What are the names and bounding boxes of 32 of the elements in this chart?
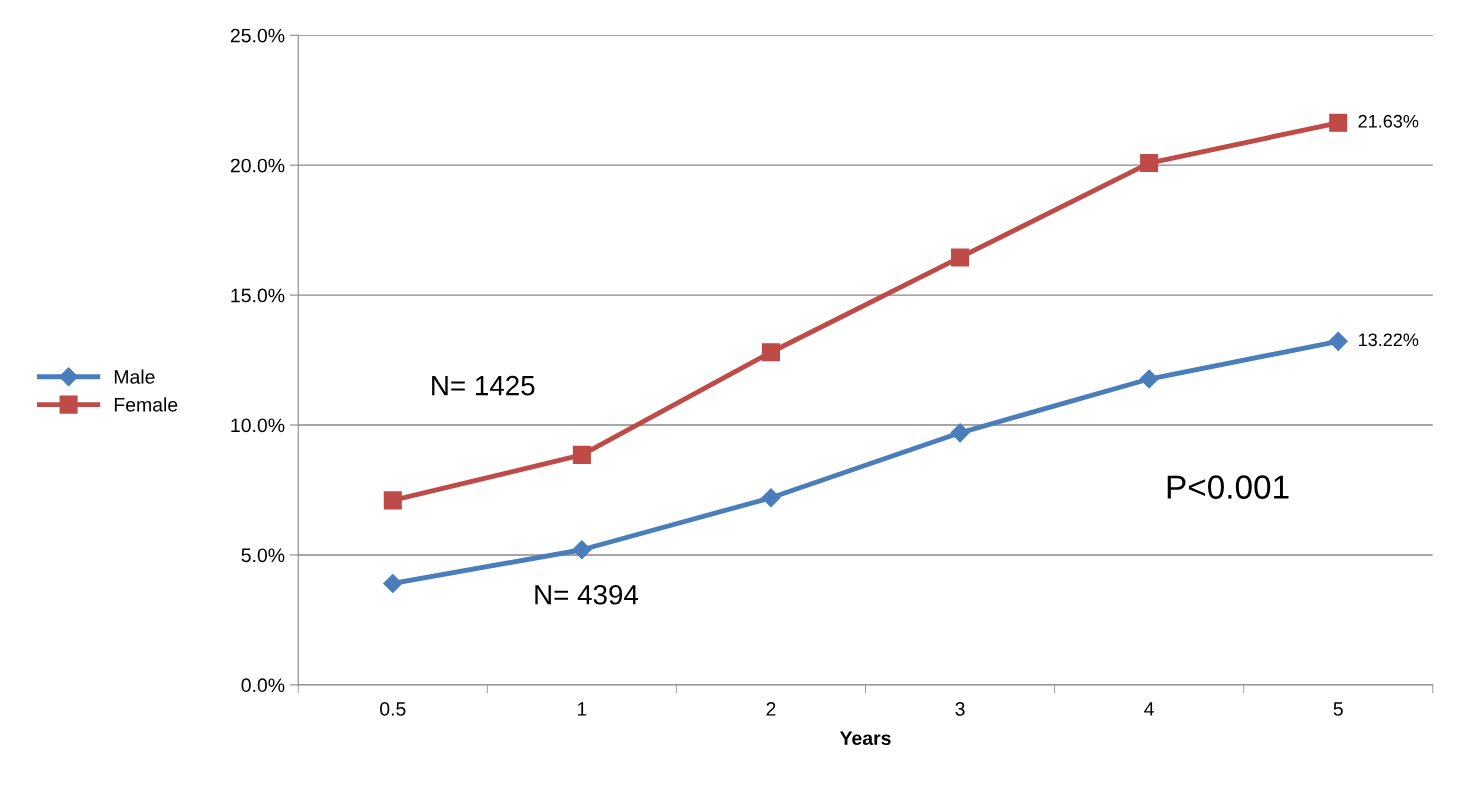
point	[572, 445, 591, 464]
x-tick-label: 3	[955, 702, 965, 716]
y-tick-label: 25.0%	[230, 28, 285, 43]
data-label: 21.63%	[1358, 114, 1419, 128]
annotation: N= 4394	[535, 584, 639, 605]
legend-label: Female	[114, 397, 178, 412]
annotation: P<0.001	[1167, 475, 1289, 499]
point	[951, 248, 970, 267]
point	[1140, 154, 1159, 173]
y-tick-label: 20.0%	[230, 158, 285, 173]
y-tick-label: 10.0%	[231, 418, 285, 433]
data-label: 13.22%	[1359, 333, 1419, 347]
x-tick-label: 5	[1333, 702, 1343, 716]
point	[761, 488, 781, 508]
annotation: N= 1425	[432, 375, 535, 396]
x-axis-title: Years	[839, 731, 891, 746]
y-tick-label: 0.0%	[241, 678, 285, 693]
point	[1139, 369, 1159, 389]
x-tick-label: 4	[1144, 702, 1154, 716]
point	[1329, 113, 1348, 132]
point	[383, 491, 402, 510]
y-tick-label: 5.0%	[241, 548, 285, 563]
point	[950, 423, 970, 443]
point	[572, 540, 592, 560]
legend-label: Male	[114, 369, 155, 384]
x-tick-label: 2	[766, 702, 776, 716]
point	[383, 573, 403, 594]
point	[761, 343, 780, 362]
point	[1328, 331, 1348, 351]
x-tick-label: 1	[577, 702, 587, 716]
x-tick-label: 0.5	[380, 702, 406, 716]
y-tick-label: 15.0%	[231, 288, 285, 303]
